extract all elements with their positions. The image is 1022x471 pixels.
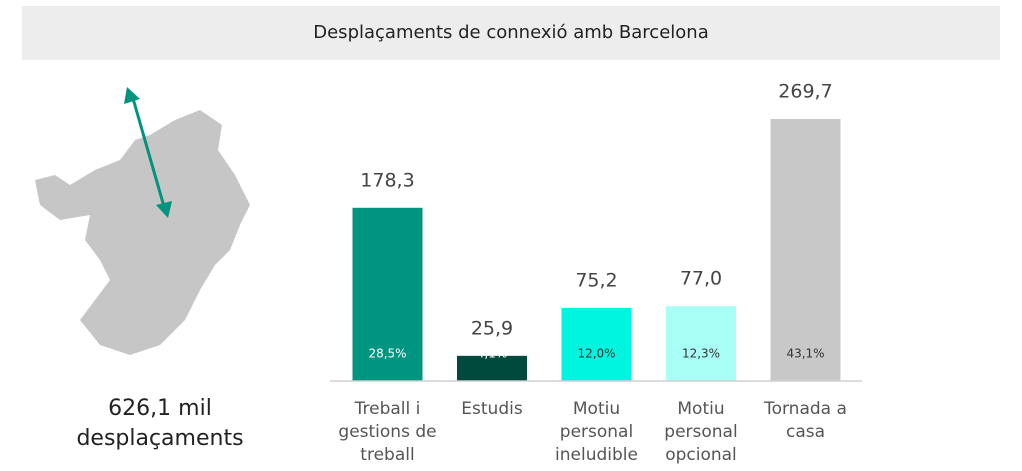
share-label: 4,1% <box>477 347 508 361</box>
arrow <box>130 94 167 211</box>
value-label: 25,9 <box>471 317 513 339</box>
total-label: 626,1 mil desplaçaments <box>76 396 244 451</box>
x-tick-label: Motiu personal opcional <box>664 399 738 465</box>
share-label: 43,1% <box>786 347 824 361</box>
value-label: 77,0 <box>680 268 722 290</box>
arrow-head <box>124 87 172 218</box>
share-label: 28,5% <box>368 347 406 361</box>
value-label: 178,3 <box>360 169 414 191</box>
bar <box>666 306 736 381</box>
value-label: 269,7 <box>778 81 832 103</box>
share-label: 12,3% <box>682 347 720 361</box>
bar <box>561 307 632 381</box>
value-label: 75,2 <box>575 269 617 291</box>
bar <box>457 355 527 381</box>
bar <box>352 207 423 381</box>
x-tick-label: Treball i gestions de treball <box>338 399 437 465</box>
chart-title: Desplaçaments de connexió amb Barcelona <box>22 6 1000 60</box>
x-tick-label: Estudis <box>461 399 523 419</box>
share-label: 12,0% <box>577 347 615 361</box>
x-tick-label: Motiu personal ineludible <box>555 399 638 465</box>
x-tick-label: Tornada a casa <box>764 399 847 442</box>
map <box>35 110 250 355</box>
bar <box>770 119 841 382</box>
